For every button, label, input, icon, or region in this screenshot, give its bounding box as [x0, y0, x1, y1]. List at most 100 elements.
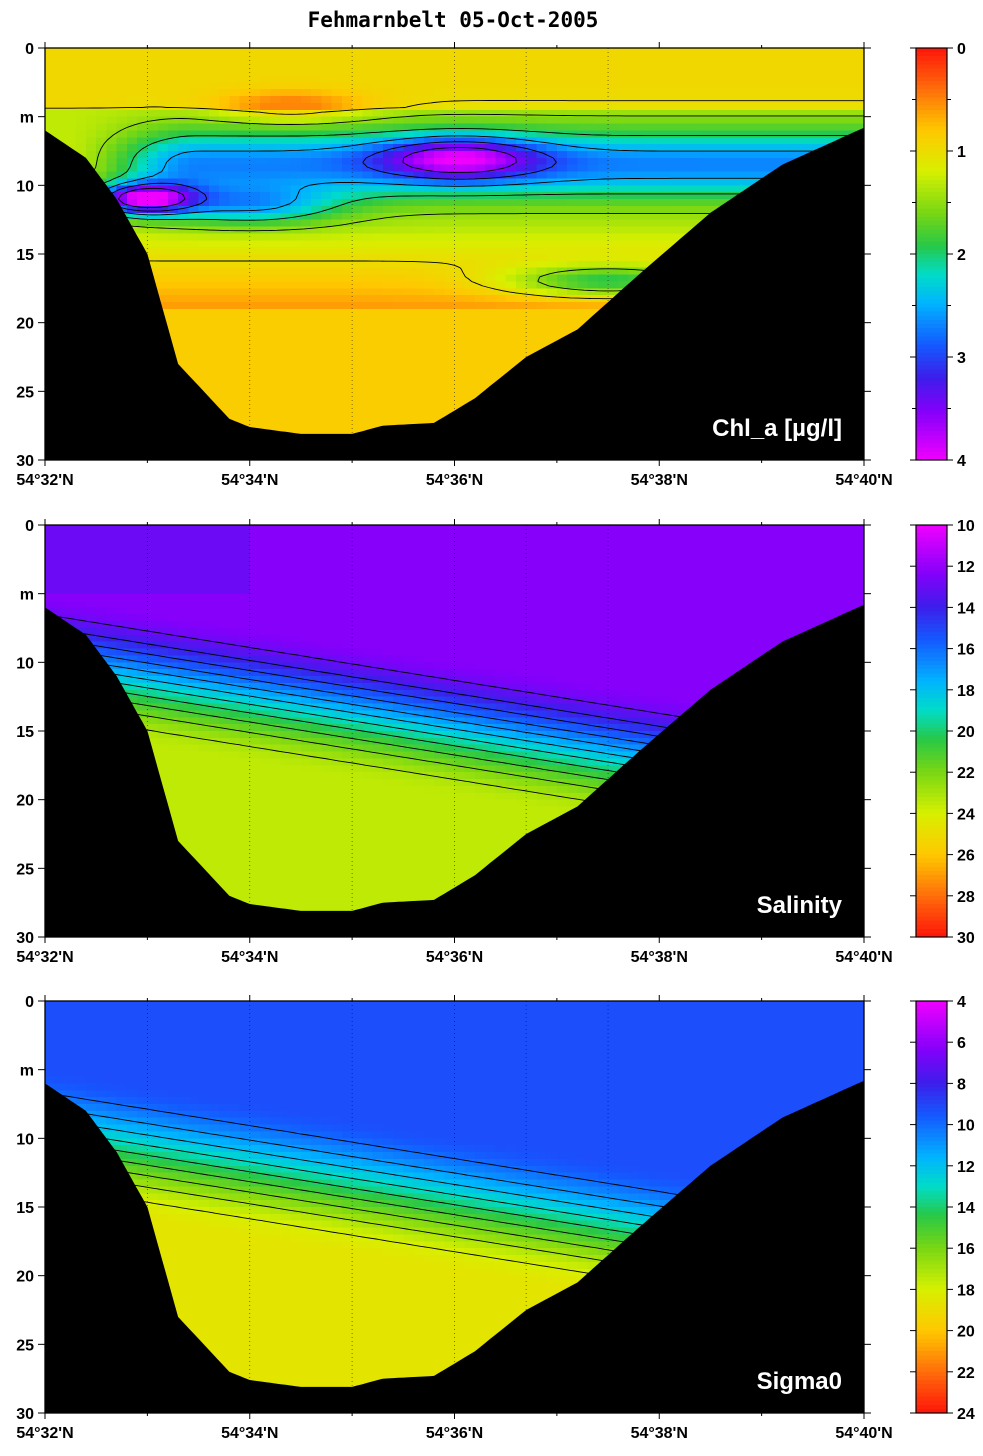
heatmap-cell [679, 212, 691, 221]
heatmap-cell [341, 418, 353, 427]
heatmap-cell [311, 357, 323, 365]
heatmap-cell [85, 144, 97, 152]
heatmap-cell [741, 130, 752, 138]
heatmap-cell [577, 315, 589, 324]
heatmap-cell [341, 377, 353, 386]
heatmap-cell [823, 116, 834, 125]
heatmap-cell [454, 116, 466, 125]
heatmap-cell [290, 357, 302, 365]
heatmap-cell [567, 96, 578, 104]
heatmap-cell [761, 144, 773, 152]
heatmap-cell [249, 185, 261, 193]
colorbar-segment [916, 52, 947, 57]
heatmap-cell [689, 68, 701, 77]
heatmap-cell [321, 130, 333, 138]
heatmap-cell [352, 343, 363, 351]
heatmap-cell [219, 137, 230, 145]
x-tick-label: 54°32'N [16, 472, 73, 489]
heatmap-cell [485, 329, 497, 337]
heatmap-cell [280, 61, 292, 70]
heatmap-cell [649, 254, 660, 262]
heatmap-cell [167, 96, 179, 104]
heatmap-cell [331, 411, 343, 420]
heatmap-cell [341, 54, 353, 63]
heatmap-cell [147, 75, 159, 83]
heatmap-cell [505, 240, 517, 248]
heatmap-cell [710, 164, 722, 173]
heatmap-cell [259, 274, 271, 283]
heatmap-cell [280, 281, 292, 289]
heatmap-cell [505, 336, 517, 344]
heatmap-cell [372, 254, 384, 262]
heatmap-cell [167, 240, 179, 248]
heatmap-cell [495, 89, 507, 97]
heatmap-cell [229, 295, 241, 303]
heatmap-cell [311, 315, 323, 324]
heatmap-cell [239, 157, 251, 166]
heatmap-cell [556, 233, 568, 241]
heatmap-cell [495, 315, 507, 324]
heatmap-cell [567, 75, 578, 83]
heatmap-cell [198, 308, 210, 317]
heatmap-cell [556, 295, 568, 303]
heatmap-cell [259, 377, 271, 386]
heatmap-cell [65, 109, 77, 118]
heatmap-cell [219, 240, 230, 248]
heatmap-cell [454, 295, 466, 303]
heatmap-cell [608, 48, 619, 56]
heatmap-cell [515, 82, 527, 90]
heatmap-cell [382, 281, 394, 289]
heatmap-cell [608, 199, 619, 207]
heatmap-cell [515, 68, 527, 77]
heatmap-cell [116, 109, 128, 118]
heatmap-cell [536, 315, 548, 324]
heatmap-cell [341, 226, 353, 234]
colorbar-segment [916, 357, 947, 362]
heatmap-cell [536, 123, 548, 131]
heatmap-cell [536, 240, 548, 248]
heatmap-cell [587, 226, 599, 234]
heatmap-cell [372, 192, 384, 200]
heatmap-cell [454, 171, 466, 180]
heatmap-cell [239, 254, 251, 262]
heatmap-cell [495, 350, 507, 358]
heatmap-cell [710, 199, 722, 207]
heatmap-cell [372, 75, 384, 83]
heatmap-cell [280, 343, 292, 351]
heatmap-cell [485, 322, 497, 331]
heatmap-cell [556, 205, 568, 214]
heatmap-cell [270, 405, 282, 413]
heatmap-cell [393, 96, 404, 104]
heatmap-cell [833, 54, 845, 63]
heatmap-cell [321, 75, 333, 83]
heatmap-cell [249, 363, 261, 372]
colorbar-segment [916, 377, 947, 383]
heatmap-cell [536, 82, 548, 90]
heatmap-cell [311, 274, 323, 283]
heatmap-cell [372, 164, 384, 173]
heatmap-cell [321, 151, 333, 159]
heatmap-cell [239, 116, 251, 125]
heatmap-cell [730, 109, 742, 118]
heatmap-cell [229, 219, 241, 228]
heatmap-cell [495, 54, 507, 63]
heatmap-cell [208, 370, 220, 379]
heatmap-cell [659, 137, 671, 145]
heatmap-cell [45, 545, 56, 554]
heatmap-cell [393, 164, 404, 173]
heatmap-cell [536, 219, 548, 228]
heatmap-cell [321, 425, 333, 434]
heatmap-cell [188, 96, 200, 104]
heatmap-cell [157, 130, 169, 138]
heatmap-cell [106, 96, 118, 104]
heatmap-cell [126, 192, 138, 200]
heatmap-cell [853, 102, 865, 111]
heatmap-cell [106, 68, 118, 77]
heatmap-cell [259, 130, 271, 138]
heatmap-cell [628, 205, 640, 214]
heatmap-cell [730, 61, 742, 70]
heatmap-cell [403, 398, 415, 406]
heatmap-cell [362, 247, 374, 255]
heatmap-cell [413, 178, 425, 186]
heatmap-cell [341, 157, 353, 166]
